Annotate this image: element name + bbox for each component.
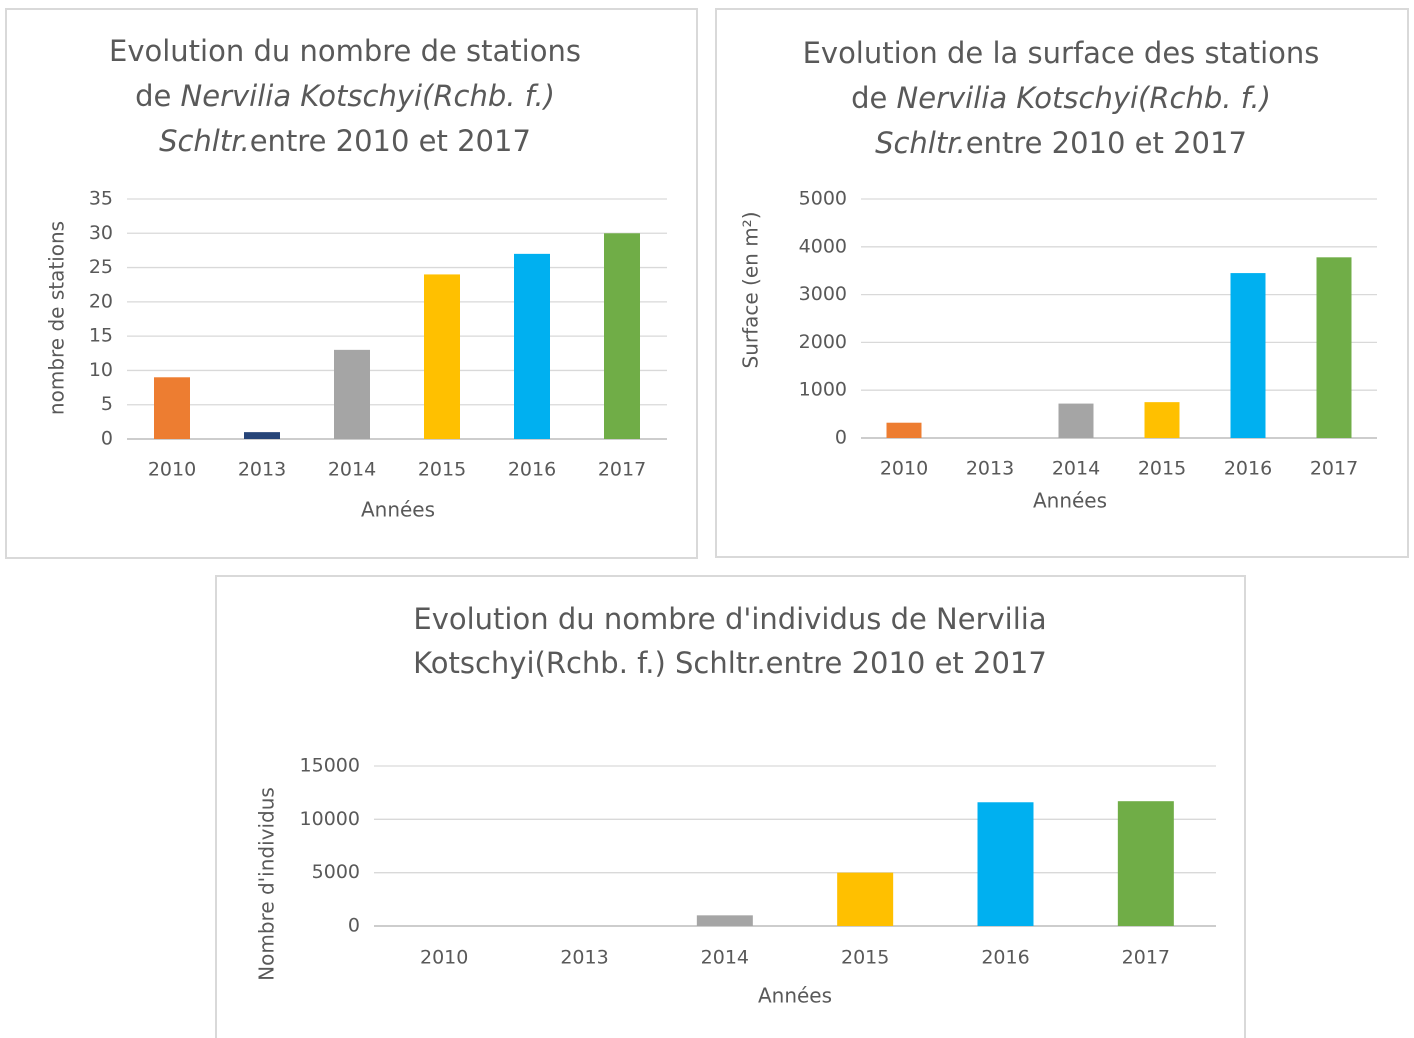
x-tick-label: 2015	[841, 947, 889, 969]
bar	[1230, 273, 1266, 438]
title-part: Evolution du nombre d'individus de Nervi…	[413, 602, 1046, 636]
bar	[1117, 801, 1174, 926]
chart-title: Evolution de la surface des stations	[803, 36, 1320, 70]
x-axis-label: Années	[758, 984, 832, 1008]
x-axis-label: Années	[361, 498, 435, 522]
bar	[1144, 402, 1180, 438]
title-part: de	[851, 81, 896, 115]
x-axis-label: Années	[1033, 489, 1107, 513]
bar	[837, 872, 894, 926]
bar	[514, 253, 550, 439]
y-tick-label: 35	[89, 188, 113, 210]
chart-title: Schltr.entre 2010 et 2017	[159, 124, 531, 158]
y-tick-label: 10	[89, 359, 113, 381]
y-tick-label: 20	[89, 290, 113, 312]
x-tick-label: 2017	[1122, 947, 1170, 969]
x-tick-label: 2015	[1138, 458, 1186, 480]
y-axis-label: Surface (en m²)	[739, 212, 763, 369]
chart-title: Schltr.entre 2010 et 2017	[875, 126, 1247, 160]
title-part: entre 2010 et 2017	[966, 126, 1247, 160]
title-part: Schltr.	[875, 126, 966, 160]
y-tick-label: 0	[835, 427, 847, 449]
y-tick-label: 5000	[799, 188, 847, 210]
y-tick-label: 30	[89, 222, 113, 244]
y-tick-label: 25	[89, 256, 113, 278]
bar	[424, 274, 460, 439]
x-tick-label: 2014	[1052, 458, 1100, 480]
title-part: entre 2010 et 2017	[250, 124, 531, 158]
x-tick-label: 2013	[560, 947, 608, 969]
y-tick-label: 0	[348, 915, 360, 937]
x-tick-label: 2010	[148, 459, 196, 481]
chart-title: Evolution du nombre d'individus de Nervi…	[413, 602, 1046, 636]
y-tick-label: 10000	[300, 808, 360, 830]
y-tick-label: 1000	[799, 379, 847, 401]
bar	[886, 422, 922, 438]
bar	[244, 432, 280, 439]
x-tick-label: 2015	[418, 459, 466, 481]
bar	[696, 915, 753, 926]
y-tick-label: 2000	[799, 331, 847, 353]
x-tick-label: 2010	[420, 947, 468, 969]
chart-title: de Nervilia Kotschyi(Rchb. f.)	[851, 81, 1271, 115]
chart-title: de Nervilia Kotschyi(Rchb. f.)	[135, 79, 555, 113]
chart-title: Evolution du nombre de stations	[109, 34, 581, 68]
x-tick-label: 2014	[328, 459, 376, 481]
title-part: Schltr.	[159, 124, 250, 158]
title-part: Evolution du nombre de stations	[109, 34, 581, 68]
bar	[1316, 257, 1352, 438]
title-part: Kotschyi(Rchb. f.) Schltr.entre 2010 et …	[413, 646, 1047, 680]
x-tick-label: 2013	[966, 458, 1014, 480]
title-part: Evolution de la surface des stations	[803, 36, 1320, 70]
panel	[215, 575, 1246, 1038]
y-tick-label: 4000	[799, 235, 847, 257]
bar	[334, 349, 370, 439]
x-tick-label: 2013	[238, 459, 286, 481]
y-tick-label: 5	[101, 393, 113, 415]
panel	[5, 8, 698, 559]
bar	[604, 233, 640, 439]
y-axis-label: nombre de stations	[45, 221, 69, 415]
y-tick-label: 15000	[300, 755, 360, 777]
bar	[1058, 403, 1094, 438]
x-tick-label: 2017	[1310, 458, 1358, 480]
y-tick-label: 0	[101, 428, 113, 450]
y-tick-label: 5000	[312, 861, 360, 883]
y-tick-label: 15	[89, 325, 113, 347]
bar	[977, 802, 1034, 926]
y-tick-label: 3000	[799, 283, 847, 305]
x-tick-label: 2016	[981, 947, 1029, 969]
title-part: de	[135, 79, 180, 113]
panel	[715, 8, 1409, 558]
bar	[154, 377, 190, 439]
title-part: Nervilia Kotschyi(Rchb. f.)	[897, 81, 1271, 115]
chart-title: Kotschyi(Rchb. f.) Schltr.entre 2010 et …	[413, 646, 1047, 680]
x-tick-label: 2016	[1224, 458, 1272, 480]
x-tick-label: 2017	[598, 459, 646, 481]
y-axis-label: Nombre d'individus	[255, 787, 279, 981]
x-tick-label: 2014	[701, 947, 749, 969]
x-tick-label: 2010	[880, 458, 928, 480]
x-tick-label: 2016	[508, 459, 556, 481]
title-part: Nervilia Kotschyi(Rchb. f.)	[181, 79, 555, 113]
